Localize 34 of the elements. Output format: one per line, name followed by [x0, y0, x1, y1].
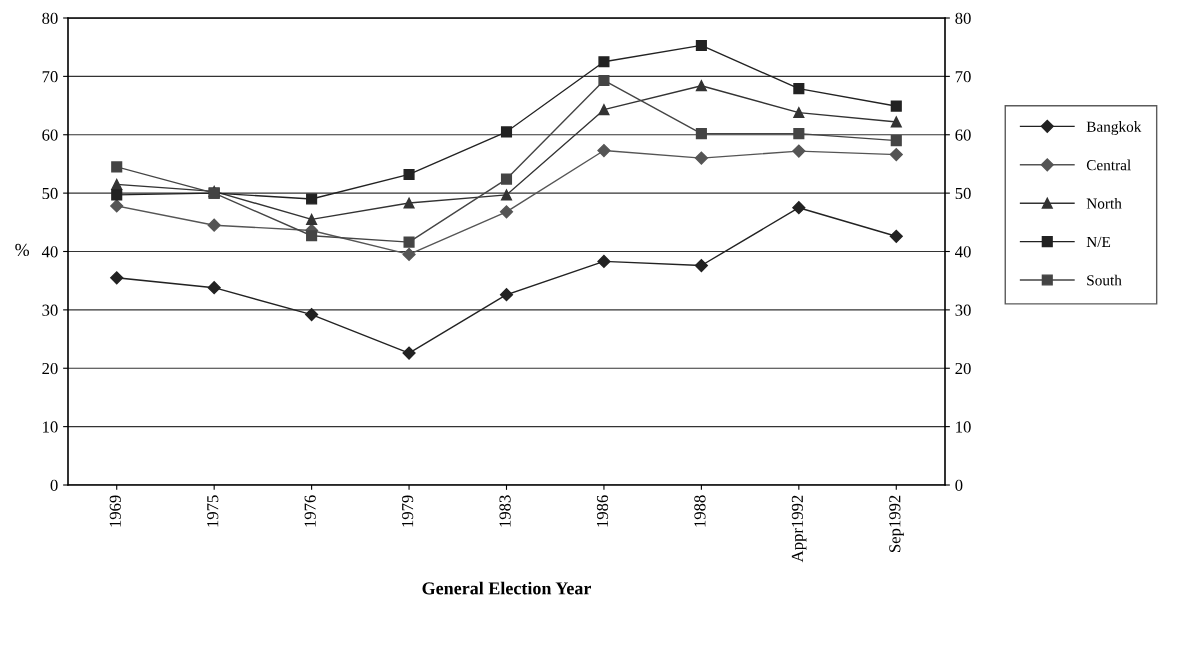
x-tick-label: 1986 [596, 495, 609, 527]
y-axis-title: % [15, 243, 30, 257]
y2-tick-label: 70 [955, 71, 971, 83]
y2-tick-label: 20 [955, 362, 971, 375]
legend-label: Central [1086, 159, 1131, 171]
x-tick-label: 1988 [694, 495, 706, 527]
y-tick-label: 0 [50, 479, 58, 491]
x-tick-label: 1969 [109, 495, 121, 527]
x-tick-label: Appr1992 [791, 495, 807, 563]
y2-tick-label: 50 [955, 187, 971, 200]
legend-label: South [1087, 274, 1122, 286]
y2-tick-label: 10 [956, 421, 971, 433]
x-axis-title: General Election Year [422, 581, 592, 595]
y2-tick-label: 40 [955, 246, 971, 258]
legend-label: North [1086, 197, 1122, 209]
x-tick-label: 1983 [499, 495, 511, 527]
y2-tick-label: 60 [955, 129, 971, 141]
y2-tick-label: 80 [955, 12, 971, 24]
y-tick-label: 20 [42, 362, 58, 375]
y2-tick-label: 0 [955, 479, 963, 491]
x-tick-label: Sep1992 [889, 495, 904, 552]
y-tick-label: 50 [42, 187, 58, 200]
legend-label: Bangkok [1086, 121, 1142, 136]
y-tick-label: 80 [42, 12, 58, 24]
x-tick-label: 1975 [207, 495, 219, 527]
y-tick-label: 10 [43, 421, 58, 433]
x-tick-label: 1979 [402, 495, 414, 527]
x-tick-label: 1976 [304, 495, 316, 527]
y2-tick-label: 30 [955, 304, 971, 316]
y-tick-label: 40 [41, 246, 58, 258]
y-tick-label: 70 [42, 71, 58, 83]
y-tick-label: 60 [42, 129, 58, 141]
y-tick-label: 30 [42, 304, 58, 316]
legend-label: N/E [1086, 236, 1111, 248]
